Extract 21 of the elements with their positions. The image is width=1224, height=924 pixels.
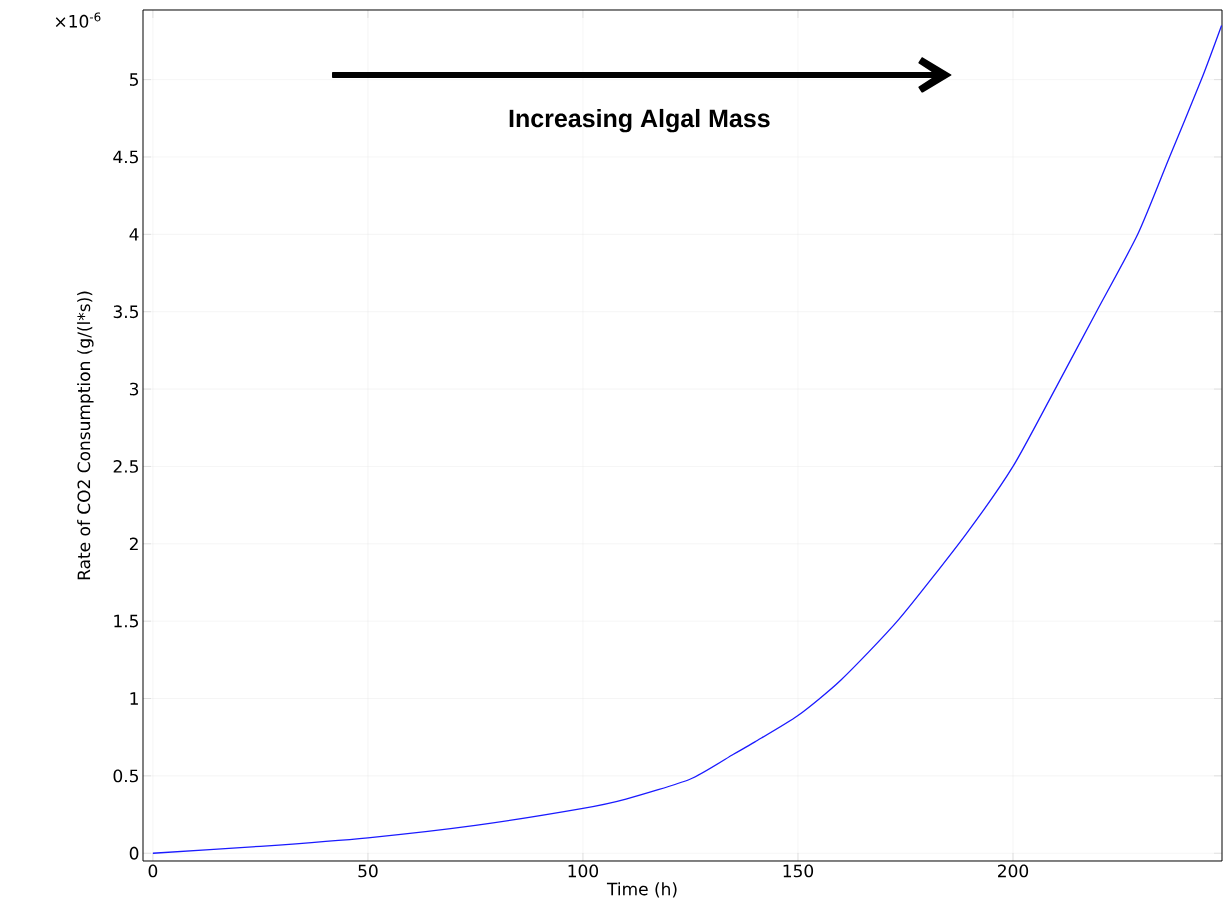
x-tick-label: 0 (148, 864, 158, 878)
x-tick-label: 200 (998, 864, 1029, 878)
x-axis-title: Time (h) (606, 882, 677, 898)
x-tick-label: 150 (783, 864, 814, 878)
x-tick-label: 100 (568, 864, 599, 878)
y-tick-label: 3.5 (113, 305, 138, 319)
y-tick-label: 2.5 (113, 460, 138, 473)
y-tick-label: 0.5 (113, 769, 138, 783)
y-tick-label: 4 (129, 228, 139, 241)
text: ×10$^{-6}$ (55, 12, 101, 28)
y-tick-label: 1.5 (114, 614, 138, 628)
line-series (152, 24, 1223, 854)
y-tick-label: 5 (129, 73, 138, 86)
y-tick-label: 1 (130, 692, 138, 705)
y-tick-label: 2 (129, 537, 138, 551)
y-axis-title: Rate of CO2 Consumption (g/(l*s)) (77, 291, 94, 580)
y-tick-label: 0 (129, 846, 139, 860)
annotation: Increasing Algal Mass (509, 108, 770, 133)
y-tick-label: 3 (129, 382, 139, 396)
y-tick-label: 4.5 (113, 150, 138, 164)
x-tick-label: 50 (358, 864, 378, 878)
